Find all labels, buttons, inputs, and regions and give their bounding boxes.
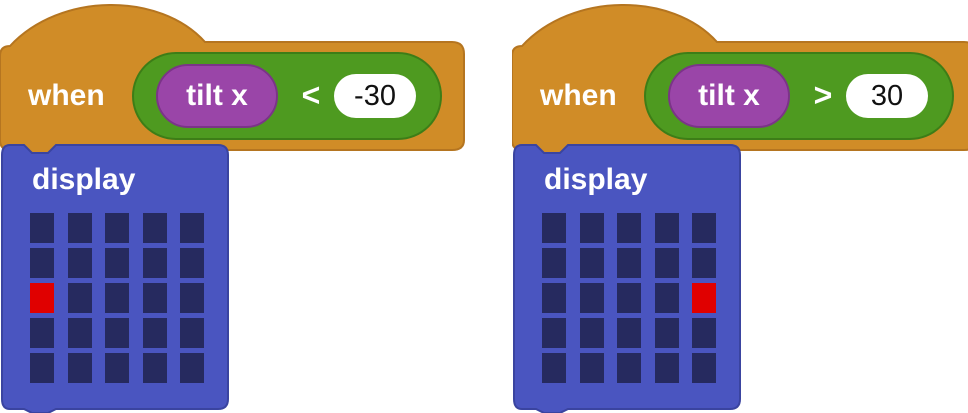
led-cell[interactable] (617, 318, 641, 348)
led-cell[interactable] (30, 248, 54, 278)
led-cell[interactable] (68, 213, 92, 243)
led-cell[interactable] (180, 318, 204, 348)
led-cell[interactable] (143, 318, 167, 348)
led-matrix[interactable] (30, 213, 204, 383)
led-cell[interactable] (542, 318, 566, 348)
led-cell[interactable] (617, 248, 641, 278)
led-cell[interactable] (180, 248, 204, 278)
led-cell[interactable] (617, 283, 641, 313)
led-cell[interactable] (542, 213, 566, 243)
led-cell[interactable] (30, 318, 54, 348)
comparison-block[interactable]: tilt x < -30 (132, 52, 442, 140)
tilt-x-reporter[interactable]: tilt x (668, 64, 790, 128)
led-cell[interactable] (180, 213, 204, 243)
led-cell[interactable] (68, 283, 92, 313)
led-matrix[interactable] (542, 213, 716, 383)
led-cell[interactable] (68, 318, 92, 348)
led-cell[interactable] (68, 353, 92, 383)
when-label: when (28, 79, 105, 112)
display-label: display (544, 163, 648, 196)
led-cell[interactable] (105, 213, 129, 243)
led-cell[interactable] (655, 283, 679, 313)
threshold-input[interactable]: -30 (334, 74, 416, 118)
led-cell[interactable] (542, 283, 566, 313)
operator-label: > (813, 77, 833, 113)
led-cell[interactable] (692, 248, 716, 278)
led-cell[interactable] (617, 353, 641, 383)
led-cell[interactable] (655, 248, 679, 278)
led-cell[interactable] (143, 283, 167, 313)
led-cell[interactable] (655, 318, 679, 348)
led-cell-on[interactable] (692, 283, 716, 313)
led-cell[interactable] (105, 248, 129, 278)
led-cell[interactable] (30, 213, 54, 243)
threshold-input[interactable]: 30 (846, 74, 928, 118)
led-cell[interactable] (580, 353, 604, 383)
led-cell[interactable] (180, 283, 204, 313)
led-cell[interactable] (30, 353, 54, 383)
led-cell[interactable] (655, 353, 679, 383)
led-cell[interactable] (580, 248, 604, 278)
led-cell[interactable] (68, 248, 92, 278)
tilt-x-reporter[interactable]: tilt x (156, 64, 278, 128)
led-cell[interactable] (105, 283, 129, 313)
led-cell[interactable] (542, 248, 566, 278)
led-cell[interactable] (580, 318, 604, 348)
led-cell[interactable] (655, 213, 679, 243)
led-cell-on[interactable] (30, 283, 54, 313)
led-cell[interactable] (692, 353, 716, 383)
led-cell[interactable] (143, 248, 167, 278)
led-cell[interactable] (692, 318, 716, 348)
display-block[interactable] (512, 143, 744, 413)
display-block[interactable] (0, 143, 232, 413)
led-cell[interactable] (143, 213, 167, 243)
led-cell[interactable] (617, 213, 641, 243)
led-cell[interactable] (180, 353, 204, 383)
led-cell[interactable] (105, 353, 129, 383)
led-cell[interactable] (580, 213, 604, 243)
script-tilt-left[interactable]: when tilt x < -30 display (0, 0, 470, 413)
when-label: when (540, 79, 617, 112)
comparison-block[interactable]: tilt x > 30 (644, 52, 954, 140)
led-cell[interactable] (692, 213, 716, 243)
operator-label: < (301, 77, 321, 113)
led-cell[interactable] (580, 283, 604, 313)
led-cell[interactable] (143, 353, 167, 383)
display-label: display (32, 163, 136, 196)
led-cell[interactable] (542, 353, 566, 383)
led-cell[interactable] (105, 318, 129, 348)
script-tilt-right[interactable]: when tilt x > 30 display (512, 0, 968, 413)
